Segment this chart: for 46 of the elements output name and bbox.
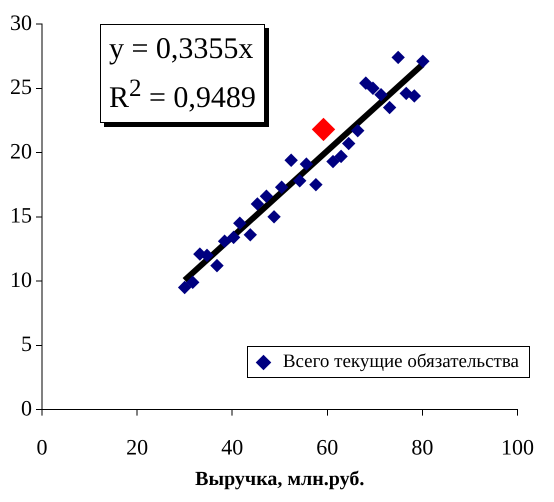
y-tick-label: 25 xyxy=(10,74,32,100)
point xyxy=(218,234,232,248)
legend-label: Всего текущие обязательства xyxy=(282,351,519,373)
point xyxy=(227,230,240,244)
point xyxy=(300,158,313,171)
point xyxy=(244,228,257,242)
point xyxy=(210,259,224,272)
point xyxy=(309,178,322,192)
point xyxy=(284,154,298,167)
y-tick-label: 10 xyxy=(10,266,32,292)
x-tick-label: 20 xyxy=(126,434,148,460)
y-tick-label: 5 xyxy=(21,331,32,356)
point xyxy=(200,248,214,262)
point xyxy=(351,124,364,138)
y-tick-label: 15 xyxy=(10,202,32,228)
point xyxy=(416,54,430,68)
y-tick-label: 0 xyxy=(21,395,32,420)
y-tick-label: 20 xyxy=(10,138,32,164)
annotation: R$^{2}$ = 0,9489 xyxy=(109,74,256,116)
point xyxy=(374,88,388,102)
point xyxy=(383,101,396,114)
point xyxy=(178,280,192,294)
point xyxy=(400,86,413,100)
point xyxy=(233,216,246,230)
point xyxy=(359,76,372,90)
point xyxy=(408,89,421,102)
point xyxy=(268,210,281,224)
x-tick-label: 0 xyxy=(36,434,48,460)
point xyxy=(326,155,340,168)
point xyxy=(186,276,200,289)
point xyxy=(250,197,264,210)
point xyxy=(366,82,380,95)
y-tick-label: 30 xyxy=(10,10,32,35)
x-tick-label: 100 xyxy=(501,434,534,460)
x-tick-label: 80 xyxy=(411,434,434,460)
point xyxy=(334,150,348,163)
point xyxy=(342,137,356,150)
x-tick-label: 40 xyxy=(221,434,244,460)
point xyxy=(275,180,288,194)
x-tick-label: 60 xyxy=(316,434,338,460)
point xyxy=(260,190,273,203)
point xyxy=(293,174,306,188)
point xyxy=(392,50,405,64)
point xyxy=(312,118,335,141)
annotation: y = 0,3355x xyxy=(109,31,254,67)
x-axis-title: Выручка, млн.руб. xyxy=(195,468,364,490)
